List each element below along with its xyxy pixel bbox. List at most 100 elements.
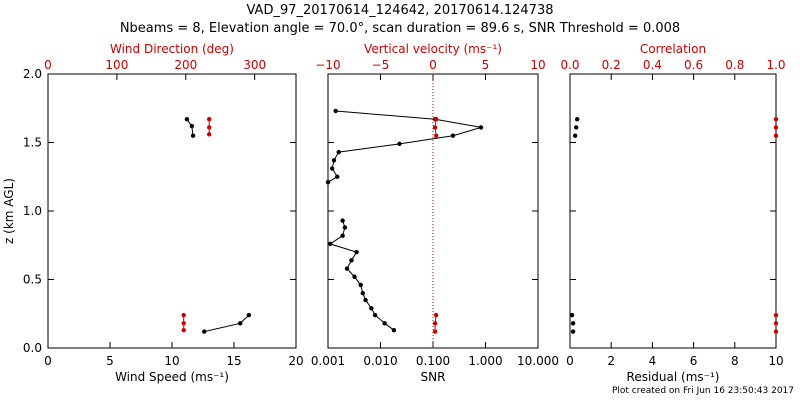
data-point [773,125,779,130]
data-point [433,117,439,122]
data-point [369,306,374,311]
top-axis-label: Correlation [640,42,706,56]
series-line [329,220,395,331]
plot-created-note: Plot created on Fri Jun 16 23:50:43 2017 [611,386,794,396]
data-point [181,312,186,318]
panel-vertical-velocity: 0.001 0.010 0.100 1.000 10.000 SNR −10 −5 0 5 10 Ve… [311,42,559,384]
data-point [397,141,402,147]
data-point [773,329,779,334]
data-point [181,327,186,333]
data-point [189,123,195,129]
data-point [432,329,438,334]
data-point [344,266,350,271]
x-tick-label: 8 [731,354,739,368]
data-point [333,108,338,114]
data-point [773,133,779,138]
plot-frame [569,73,777,349]
data-point [570,329,576,334]
data-point [382,321,387,326]
y-axis-label: z (km AGL) [2,178,16,244]
data-point [391,327,397,333]
series-snr [325,108,484,333]
data-point [207,132,212,137]
data-point [190,133,196,138]
data-point [575,117,580,122]
x-tick-label: 2 [607,354,615,368]
x-tick-label: 10.000 [517,354,559,368]
data-point [349,258,354,263]
data-point [478,125,484,130]
series-residual [569,117,580,334]
data-point [342,225,348,230]
x-tick-label: 6 [690,354,698,368]
top-tick-label: 0.0 [560,58,579,72]
x-tick-label: 0 [566,354,574,368]
series-vertical-velocity [432,117,439,334]
data-point [207,125,212,130]
series-line [327,110,482,183]
top-tick-label: 5 [482,58,490,72]
panel-correlation: 0 2 4 6 8 10 Residual (ms⁻¹) 0.0 0.2 0.4 0.6 0.8 1.0… [560,42,785,384]
top-tick-label: 0.4 [643,58,662,72]
data-point [246,312,252,318]
top-tick-label: 10 [530,58,545,72]
x-tick-label: 0.010 [363,354,397,368]
data-point [570,321,576,326]
data-point [327,241,333,247]
x-tick-label: 0 [44,354,52,368]
top-tick-label: −10 [315,58,340,72]
plot-frame [47,73,297,349]
data-point [450,133,456,138]
data-point [329,166,335,171]
data-point [202,329,207,334]
top-tick-label: 0.2 [602,58,621,72]
top-tick-label: 0.8 [725,58,744,72]
x-tick-label: 5 [106,354,114,368]
x-tick-label: 20 [288,354,303,368]
data-point [335,174,340,179]
chart-subtitle: Nbeams = 8, Elevation angle = 70.0°, sca… [119,21,681,36]
series-wind-direction [181,117,212,333]
x-tick-label: 10 [768,354,783,368]
data-point [340,233,345,238]
top-tick-label: 0 [429,58,437,72]
y-tick-label: 0.0 [23,341,42,355]
y-tick-label: 0.5 [23,273,42,287]
data-point [432,125,438,130]
data-point [773,321,779,326]
data-point [352,274,357,279]
x-axis-label: Residual (ms⁻¹) [627,370,720,384]
x-tick-label: 15 [226,354,241,368]
data-point [773,312,779,318]
x-tick-label: 1.000 [468,354,502,368]
top-tick-label: 100 [105,58,128,72]
data-point [207,117,212,122]
data-point [336,149,341,155]
series-correlation [773,117,779,334]
x-axis-label: SNR [421,370,446,384]
data-point [184,117,190,122]
top-tick-label: 1.0 [766,58,785,72]
series-wind-speed [184,117,252,334]
data-point [340,218,345,223]
plot-frame [327,73,539,349]
x-tick-label: 10 [164,354,179,368]
data-point [181,321,186,326]
top-axis-label: Vertical velocity (ms⁻¹) [364,42,502,56]
data-point [358,282,363,288]
x-axis-label: Wind Speed (ms⁻¹) [115,370,229,384]
y-tick-label: 1.5 [23,136,42,150]
data-point [569,312,575,318]
x-tick-label: 0.100 [416,354,450,368]
y-tick-label: 1.0 [23,204,42,218]
data-point [433,133,439,138]
data-point [572,133,578,138]
top-tick-label: 0 [44,58,52,72]
data-point [363,297,368,303]
x-tick-label: 0.001 [311,354,345,368]
data-point [331,158,337,163]
top-axis-label: Wind Direction (deg) [110,42,234,56]
top-tick-label: 0.6 [684,58,703,72]
data-point [432,321,438,326]
